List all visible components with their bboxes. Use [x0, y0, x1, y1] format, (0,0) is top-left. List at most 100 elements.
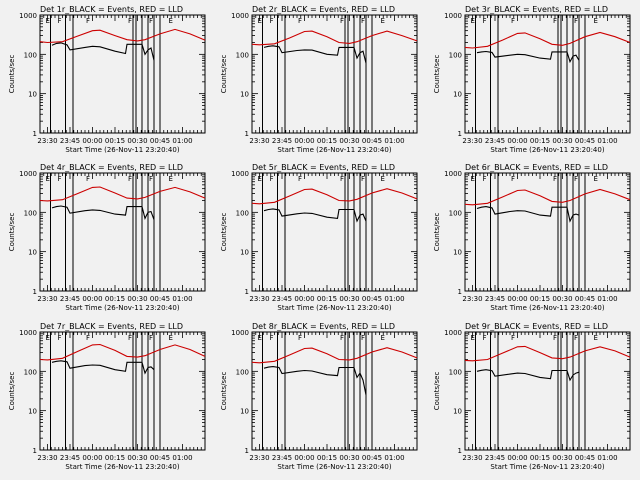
y-tick-label: 100: [449, 209, 462, 217]
series-line-events: [51, 42, 155, 61]
x-tick-label: 00:45: [362, 454, 382, 462]
x-tick-label: 01:00: [384, 137, 404, 145]
x-tick-label: 00:00: [507, 295, 527, 303]
x-tick-label: 01:00: [172, 454, 192, 462]
event-marker-label: F: [86, 17, 90, 25]
y-tick-label: 1: [245, 447, 249, 455]
y-axis-label: Counts/sec: [220, 213, 228, 252]
x-tick-label: 01:00: [172, 137, 192, 145]
x-tick-label: 00:30: [339, 454, 359, 462]
x-axis-label: Start Time (26-Nov-11 23:20:40): [277, 304, 391, 312]
chart-panel-1: 1 10 100 1000 23:30 23:45 00:00 00:15 00:30 00:45…: [8, 5, 206, 154]
x-tick-label: 23:45: [272, 137, 292, 145]
y-tick-label: 10: [28, 408, 37, 416]
event-marker-label: F: [58, 175, 62, 183]
event-marker-label: F: [340, 17, 344, 25]
x-tick-label: 23:45: [60, 454, 80, 462]
y-tick-label: 1: [245, 288, 249, 296]
y-tick-label: 1000: [231, 12, 249, 20]
event-marker-label: F: [361, 175, 365, 183]
event-marker-label: F: [58, 17, 62, 25]
y-tick-label: 100: [24, 209, 37, 217]
y-tick-label: 1: [458, 288, 462, 296]
y-axis-label: Counts/sec: [433, 213, 441, 252]
series-line-lld: [464, 31, 631, 49]
event-marker-label: E: [258, 175, 262, 183]
x-tick-label: 00:15: [317, 137, 337, 145]
event-marker-label: E: [169, 334, 173, 342]
x-tick-label: 23:45: [485, 137, 505, 145]
event-marker-label: F: [483, 334, 487, 342]
x-tick-label: 01:00: [172, 295, 192, 303]
x-tick-label: 00:30: [339, 295, 359, 303]
y-tick-label: 1000: [444, 329, 462, 337]
x-tick-label: 00:00: [82, 454, 102, 462]
event-marker-label: E: [471, 334, 475, 342]
x-tick-label: 00:00: [507, 137, 527, 145]
y-tick-label: 100: [236, 368, 249, 376]
x-tick-label: 01:00: [384, 454, 404, 462]
y-tick-label: 1000: [19, 329, 37, 337]
x-tick-label: 23:30: [37, 295, 57, 303]
event-marker-label: F: [574, 17, 578, 25]
x-tick-label: 01:00: [384, 295, 404, 303]
chart-panel-4: 1 10 100 1000 23:30 23:45 00:00 00:15 00:30 00:45…: [8, 163, 206, 312]
chart-panel-8: 1 10 100 1000 23:30 23:45 00:00 00:15 00:30 00:45…: [220, 322, 418, 471]
y-tick-label: 1: [33, 130, 37, 138]
y-tick-label: 1: [458, 447, 462, 455]
event-marker-label: F: [298, 17, 302, 25]
x-tick-label: 00:45: [150, 137, 170, 145]
x-axis-label: Start Time (26-Nov-11 23:20:40): [490, 304, 604, 312]
x-tick-label: 00:15: [530, 137, 550, 145]
chart-panel-2: 1 10 100 1000 23:30 23:45 00:00 00:15 00:30 00:45…: [220, 5, 418, 154]
series-line-events: [476, 50, 580, 64]
series-line-events: [51, 205, 155, 220]
event-marker-label: E: [471, 175, 475, 183]
x-tick-label: 23:30: [37, 454, 57, 462]
x-tick-label: 23:45: [60, 137, 80, 145]
y-tick-label: 1: [245, 130, 249, 138]
event-marker-label: F: [340, 334, 344, 342]
event-marker-label: F: [483, 175, 487, 183]
x-tick-label: 01:00: [597, 454, 617, 462]
event-marker-label: E: [381, 334, 385, 342]
y-tick-label: 1000: [444, 12, 462, 20]
y-tick-label: 100: [449, 51, 462, 59]
chart-title: Det 4r_BLACK = Events, RED = LLD: [40, 163, 183, 172]
y-tick-label: 10: [28, 91, 37, 99]
event-marker-label: F: [149, 334, 153, 342]
chart-title: Det 8r_BLACK = Events, RED = LLD: [252, 322, 395, 331]
x-tick-label: 23:45: [485, 454, 505, 462]
x-tick-label: 00:00: [294, 454, 314, 462]
y-tick-label: 10: [240, 249, 249, 257]
series-line-lld: [39, 186, 206, 202]
y-tick-label: 1000: [444, 170, 462, 178]
event-marker-label: E: [381, 17, 385, 25]
event-marker-label: F: [553, 334, 557, 342]
x-tick-label: 00:00: [507, 454, 527, 462]
y-tick-label: 1: [458, 130, 462, 138]
y-axis-label: Counts/sec: [8, 55, 16, 94]
chart-title: Det 3r_BLACK = Events, RED = LLD: [465, 5, 608, 14]
x-axis-label: Start Time (26-Nov-11 23:20:40): [490, 463, 604, 471]
chart-title: Det 2r_BLACK = Events, RED = LLD: [252, 5, 395, 14]
y-tick-label: 1000: [231, 170, 249, 178]
event-marker-label: E: [594, 175, 598, 183]
x-tick-label: 00:15: [317, 454, 337, 462]
event-marker-label: F: [149, 175, 153, 183]
x-tick-label: 23:30: [249, 295, 269, 303]
chart-panel-6: 1 10 100 1000 23:30 23:45 00:00 00:15 00:30 00:45…: [433, 163, 631, 312]
event-marker-label: E: [46, 175, 50, 183]
chart-title: Det 5r_BLACK = Events, RED = LLD: [252, 163, 395, 172]
x-tick-label: 00:00: [294, 295, 314, 303]
x-tick-label: 00:30: [339, 137, 359, 145]
x-tick-label: 00:30: [127, 454, 147, 462]
series-line-events: [263, 208, 367, 223]
y-tick-label: 100: [24, 51, 37, 59]
event-marker-label: F: [361, 334, 365, 342]
x-tick-label: 23:45: [272, 454, 292, 462]
series-line-lld: [464, 345, 631, 362]
x-tick-label: 00:45: [575, 454, 595, 462]
x-tick-label: 23:45: [60, 295, 80, 303]
